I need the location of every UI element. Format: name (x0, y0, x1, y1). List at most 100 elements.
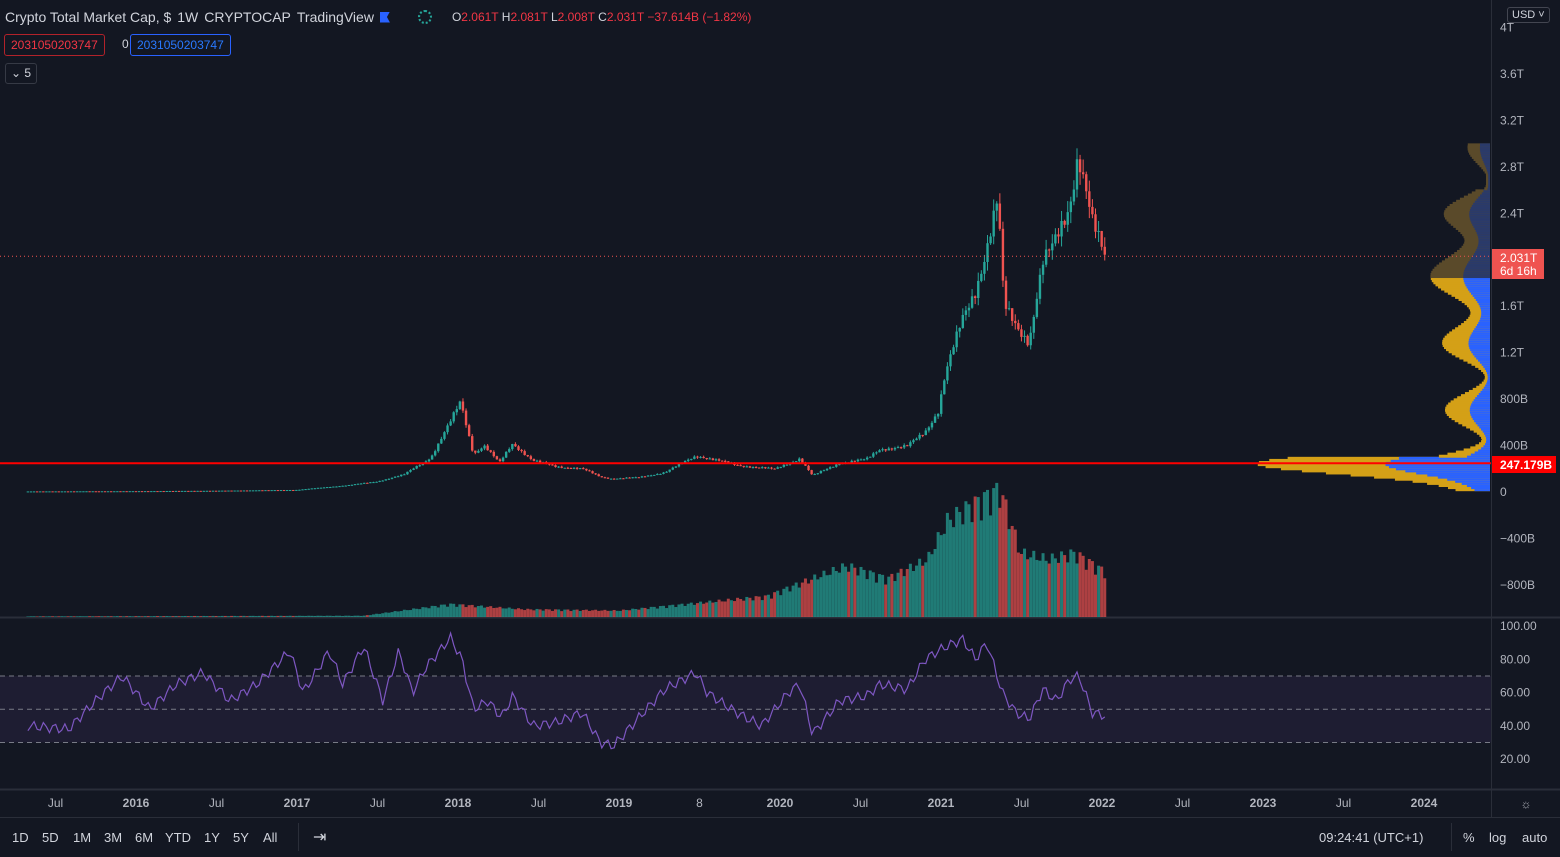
candle (406, 471, 409, 475)
volume-profile-row (1412, 479, 1490, 483)
chevron-down-icon: ˅ (1538, 9, 1545, 21)
collapse-indicators-button[interactable]: ⌄ 5 (5, 63, 37, 84)
volume-profile-row (1476, 431, 1490, 435)
range-ytd[interactable]: YTD (165, 830, 191, 845)
candle (619, 478, 622, 480)
volume-bar (489, 606, 493, 617)
range-1d[interactable]: 1D (12, 830, 29, 845)
candle (165, 491, 168, 493)
candle (501, 457, 505, 462)
volume-profile-row (1470, 206, 1490, 210)
candle (998, 203, 1002, 229)
candle (832, 466, 835, 468)
percent-toggle[interactable]: % (1463, 830, 1475, 845)
volume-profile-row (1476, 231, 1490, 235)
volume-bar (199, 616, 203, 617)
volume-bar (717, 599, 721, 617)
volume-bar (294, 615, 298, 617)
low-label: L (550, 10, 558, 24)
volume-profile-row (1463, 275, 1490, 279)
candle (202, 490, 205, 492)
volume-bar (396, 611, 400, 617)
range-5d[interactable]: 5D (42, 830, 59, 845)
candle (495, 456, 499, 460)
candle (631, 477, 634, 479)
volume-profile-row (1449, 331, 1490, 335)
volume-bar (915, 565, 919, 617)
range-all[interactable]: All (263, 830, 278, 845)
volume-profile-row (1472, 400, 1490, 404)
volume-profile-row (1465, 283, 1490, 287)
volume-profile-row (1472, 222, 1490, 226)
candle (717, 459, 721, 461)
volume-bar (942, 533, 946, 617)
volume-bar (1075, 563, 1079, 617)
volume-bar (807, 583, 811, 617)
volume-profile-row (1480, 151, 1490, 155)
candle (94, 491, 97, 493)
currency-select[interactable]: USD ˅ (1507, 7, 1550, 23)
candle (319, 487, 323, 489)
candle (1014, 320, 1017, 324)
candle (557, 466, 560, 468)
interval[interactable]: 1W (177, 9, 199, 25)
auto-toggle[interactable]: auto (1522, 830, 1548, 845)
volume-profile-row (1394, 477, 1490, 481)
candle (187, 490, 190, 492)
range-3m[interactable]: 3M (104, 830, 123, 845)
volume-bar (304, 615, 308, 617)
go-to-date-icon[interactable]: ⇥ (313, 829, 327, 846)
candle (199, 490, 202, 492)
volume-profile-row (1473, 252, 1490, 256)
clock[interactable]: 09:24:41 (UTC+1) (1319, 830, 1424, 845)
candle (205, 490, 209, 492)
candle (162, 491, 165, 493)
candle (751, 467, 755, 469)
volume-bar (405, 610, 409, 617)
volume-bar (887, 576, 891, 617)
candle (400, 474, 403, 477)
volume-profile-row (1471, 203, 1490, 207)
volume-profile-row (1457, 396, 1490, 400)
volume-bar (773, 592, 777, 617)
range-6m[interactable]: 6M (135, 830, 154, 845)
log-toggle[interactable]: log (1489, 830, 1507, 845)
candle (292, 490, 295, 492)
flag-icon[interactable] (379, 11, 390, 23)
volume-profile-row (1480, 316, 1490, 320)
volume-profile-row (1471, 362, 1490, 366)
candle (977, 280, 980, 299)
volume-profile-row (1462, 233, 1490, 237)
volume-bar (766, 594, 770, 617)
volume-bar (572, 609, 576, 617)
volume-profile-row (1456, 199, 1490, 203)
volume-bar (699, 601, 703, 617)
volume-bar (97, 616, 101, 617)
symbol-title[interactable]: Crypto Total Market Cap, $ (5, 9, 172, 25)
volume-bar (751, 600, 755, 617)
volume-bar (239, 615, 243, 617)
volume-profile-row (1390, 458, 1490, 462)
range-1y[interactable]: 1Y (204, 830, 220, 845)
chart-settings-icon[interactable]: ☼ (1521, 797, 1532, 811)
time-axis-tick: 2022 (1089, 796, 1116, 810)
range-5y[interactable]: 5Y (233, 830, 249, 845)
volume-bar (186, 616, 190, 617)
volume-bar (859, 566, 863, 617)
volume-bar (409, 610, 413, 617)
volume-profile-row (1442, 339, 1490, 343)
volume-profile-row (1461, 481, 1490, 485)
candle (63, 491, 67, 493)
volume-profile-row (1485, 185, 1490, 189)
candle (989, 236, 992, 244)
range-1m[interactable]: 1M (73, 830, 92, 845)
high-label: H (501, 10, 511, 24)
volume-profile-row (1485, 435, 1490, 439)
candle (196, 490, 199, 492)
candle (72, 491, 76, 493)
candle (26, 491, 30, 493)
price-axis-tick: 3.2T (1500, 113, 1525, 127)
chart-header: Crypto Total Market Cap, $ 1W CRYPTOCAP … (5, 9, 751, 25)
volume-bar (970, 522, 974, 617)
